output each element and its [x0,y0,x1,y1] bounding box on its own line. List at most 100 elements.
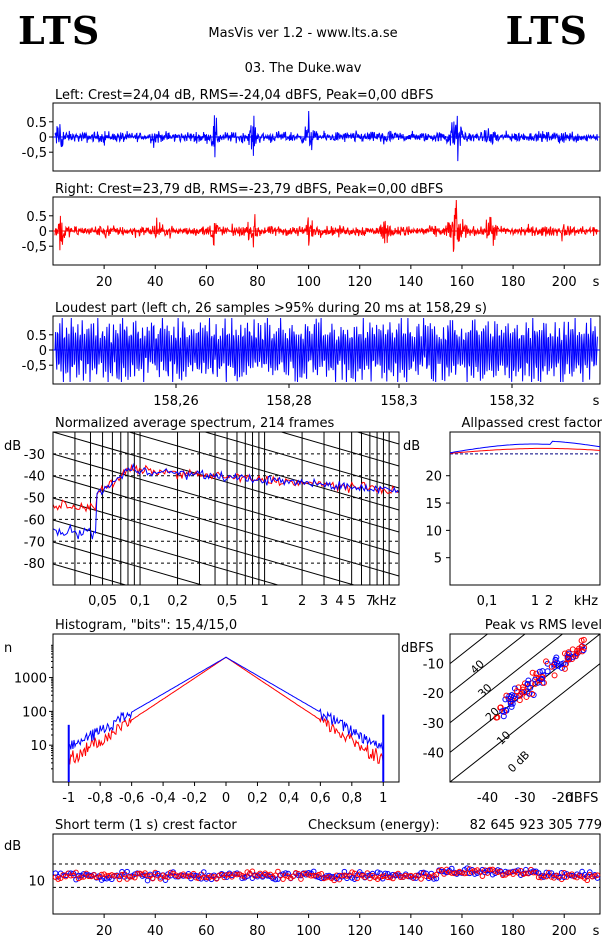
waveform-right-xtick-label: 20 [96,275,113,290]
peak-rms-point [565,650,572,657]
peak-rms-point [561,665,568,672]
histogram-left-curve [68,656,384,752]
histogram-xtick-label: -0,8 [87,791,112,806]
short-crest-point [351,876,358,882]
peak-rms-point [538,673,545,680]
short-crest-point [116,876,123,883]
loudest-part-signal [54,317,598,383]
waveform-right-ytick-label: 0.5 [26,210,47,225]
short-crest-point [405,873,412,880]
spectrum-xtick-label: 0,1 [130,594,151,609]
crest-right-curve [449,447,601,454]
checksum-value: 82 645 923 305 779 [470,818,602,833]
short-crest-point [167,869,174,876]
waveform-right-title: Right: Crest=23,79 dB, RMS=-23,79 dBFS, … [55,182,443,197]
file-title: 03. The Duke.wav [244,61,362,76]
short-crest-point [285,870,291,877]
peak-rms-point [551,672,558,679]
short-crest-point [280,876,286,882]
short-crest-point [433,875,440,882]
spectrum-xtick-label: 0,5 [217,594,238,609]
short-crest-ytick-label: 10 [28,875,45,890]
logo-right: LTS [505,8,588,53]
short-crest-point [341,868,348,875]
short-crest-point [106,872,113,879]
spectrum-xtick-label: 2 [298,594,306,609]
short-crest-point [272,872,279,879]
crest-xtick-label: 2 [545,594,553,609]
spectrum-xtick-label: 3 [320,594,328,609]
peak-rms-point [517,690,524,697]
histogram-xtick-label: 0,6 [310,791,331,806]
short-crest-point [144,872,151,879]
loudest-part-ytick-label: -0,5 [22,359,47,374]
short-crest-point [252,873,258,879]
short-crest-point [566,872,573,878]
loudest-part-xtick-label: 158,26 [153,394,199,409]
peak-rms-point [521,689,528,696]
short-crest-point [448,870,455,876]
waveform-right-xtick-label: 160 [450,275,475,290]
short-crest-point [275,868,281,875]
short-crest-point [70,870,77,877]
waveform-left-ytick-label: 0 [39,131,47,146]
waveform-left-title: Left: Crest=24,04 dB, RMS=-24,04 dBFS, P… [55,88,434,103]
peak-rms-point [493,714,500,721]
peak-rms-ytick-label: -40 [423,746,444,761]
short-crest-point [131,874,138,881]
spectrum-slope-line [203,432,399,489]
spectrum-slope-line [53,432,399,533]
peak-rms-xtick-label: -20 [552,791,573,806]
logo-left: LTS [18,8,101,53]
spectrum-slope-line [53,696,399,796]
short-crest-point [52,870,59,876]
histogram-ytick-label: 100 [22,705,47,720]
short-crest-point [300,871,307,877]
waveform-left-signal [54,110,598,162]
short-crest-point [111,872,118,879]
short-crest-xtick-label: 40 [147,924,164,939]
spectrum-slope-line [53,541,204,585]
spectrum-right-curve [53,463,399,513]
spectrum-slope-line [279,432,399,467]
waveform-right-xtick-label: 100 [296,275,321,290]
spectrum-xunit: kHz [372,594,396,609]
short-crest-xtick-label: 160 [450,924,475,939]
spectrum-xtick-label: 7 [366,594,374,609]
waveform-right-xtick-label: 180 [501,275,526,290]
short-crest-point [397,874,404,881]
short-crest-ylabel: dB [4,839,21,854]
short-crest-point [55,876,61,882]
peak-rms-point [539,675,546,682]
spectrum-slope-line [53,453,399,555]
peak-rms-point [507,700,514,707]
short-crest-xtick-label: 200 [552,924,577,939]
checksum-label: Checksum (energy): [308,818,440,833]
peak-rms-diagonal [450,634,489,665]
spectrum-slope-line [53,497,356,585]
app-title: MasVis ver 1.2 - www.lts.a.se [208,26,398,41]
short-crest-point [310,872,317,879]
waveform-right-ytick-label: -0,5 [22,240,47,255]
short-crest-point [402,872,409,879]
short-crest-point [333,872,340,879]
spectrum-ytick-label: -60 [24,513,45,528]
short-crest-point [471,871,478,877]
peak-rms-point [500,713,507,720]
spectrum-xtick-label: 0,2 [167,594,188,609]
histogram-xtick-label: -1 [62,791,75,806]
short-crest-point [298,876,304,882]
spectrum-xtick-label: 0,05 [88,594,117,609]
peak-rms-point [507,694,514,701]
short-crest-point [382,870,389,877]
peak-rms-point [529,669,536,676]
loudest-part-xtick-label: 158,28 [266,394,312,409]
short-crest-xtick-label: 120 [347,924,372,939]
waveform-right-xunit: s [593,275,600,290]
histogram-ylabel: n [4,641,12,656]
loudest-part-ytick-label: 0 [39,344,47,359]
histogram-xtick-label: -0,4 [150,791,175,806]
short-crest-point [425,875,432,882]
peak-rms-diagonal-label: 20 [483,705,502,724]
